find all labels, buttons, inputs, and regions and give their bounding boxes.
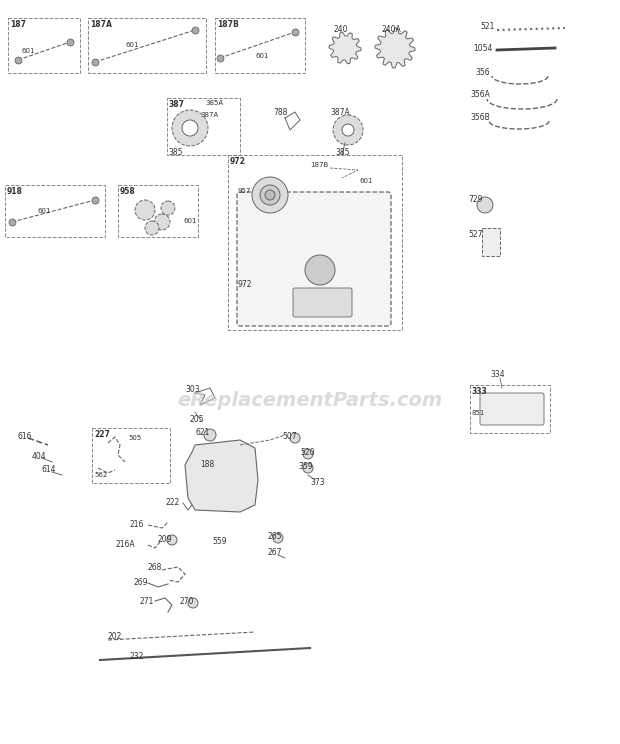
Circle shape bbox=[167, 535, 177, 545]
Text: 387A: 387A bbox=[330, 108, 350, 117]
Text: 187B: 187B bbox=[310, 162, 328, 168]
Text: 972: 972 bbox=[237, 280, 252, 289]
Bar bbox=[5, 185, 105, 237]
Circle shape bbox=[161, 201, 175, 215]
Circle shape bbox=[303, 449, 313, 459]
Text: 240A: 240A bbox=[381, 25, 401, 34]
Circle shape bbox=[265, 190, 275, 200]
Text: 356: 356 bbox=[475, 68, 490, 77]
Text: 240: 240 bbox=[333, 25, 347, 34]
Text: 601: 601 bbox=[183, 218, 197, 224]
Polygon shape bbox=[185, 440, 258, 512]
Bar bbox=[215, 18, 305, 73]
Text: 601: 601 bbox=[125, 42, 138, 48]
Bar bbox=[88, 18, 206, 73]
Text: 303: 303 bbox=[185, 385, 200, 394]
Text: 356A: 356A bbox=[470, 90, 490, 99]
Text: 271: 271 bbox=[140, 597, 154, 606]
Text: 267: 267 bbox=[268, 548, 283, 557]
Polygon shape bbox=[329, 32, 361, 64]
Text: 505: 505 bbox=[128, 435, 141, 441]
Text: 216A: 216A bbox=[115, 540, 135, 549]
Text: 356B: 356B bbox=[470, 113, 490, 122]
Polygon shape bbox=[375, 28, 415, 68]
Text: 188: 188 bbox=[200, 460, 215, 469]
Text: 1054: 1054 bbox=[473, 44, 492, 53]
Circle shape bbox=[303, 463, 313, 473]
Text: 265: 265 bbox=[268, 532, 283, 541]
Text: 601: 601 bbox=[360, 178, 373, 184]
FancyBboxPatch shape bbox=[237, 192, 391, 326]
Text: 387A: 387A bbox=[200, 112, 218, 118]
Text: 205: 205 bbox=[190, 415, 205, 424]
Text: 404: 404 bbox=[32, 452, 46, 461]
Circle shape bbox=[477, 197, 493, 213]
Text: 851: 851 bbox=[471, 410, 484, 416]
Text: 373: 373 bbox=[310, 478, 325, 487]
Bar bbox=[167, 98, 240, 155]
Text: 957: 957 bbox=[237, 188, 250, 194]
Circle shape bbox=[182, 120, 198, 136]
Text: 187B: 187B bbox=[217, 20, 239, 29]
Text: 918: 918 bbox=[7, 187, 23, 196]
Text: 334: 334 bbox=[490, 370, 505, 379]
Text: 601: 601 bbox=[255, 53, 268, 59]
Bar bbox=[482, 228, 500, 256]
Text: 385: 385 bbox=[335, 148, 350, 157]
Text: 520: 520 bbox=[300, 448, 314, 457]
Text: 187: 187 bbox=[10, 20, 26, 29]
Text: 268: 268 bbox=[148, 563, 162, 572]
Text: eReplacementParts.com: eReplacementParts.com bbox=[177, 391, 443, 409]
Circle shape bbox=[154, 214, 170, 230]
Text: 601: 601 bbox=[38, 208, 51, 214]
Circle shape bbox=[188, 598, 198, 608]
Text: 616: 616 bbox=[18, 432, 32, 441]
Text: 385A: 385A bbox=[205, 100, 223, 106]
Text: 729: 729 bbox=[468, 195, 482, 204]
Text: 232: 232 bbox=[130, 652, 144, 661]
Text: 359: 359 bbox=[298, 462, 312, 471]
Text: 507: 507 bbox=[282, 432, 296, 441]
Circle shape bbox=[305, 255, 335, 285]
Text: 621: 621 bbox=[195, 428, 210, 437]
Text: 601: 601 bbox=[22, 48, 35, 54]
Circle shape bbox=[273, 533, 283, 543]
Text: 187A: 187A bbox=[90, 20, 112, 29]
Circle shape bbox=[145, 221, 159, 235]
Text: 209: 209 bbox=[158, 535, 172, 544]
Text: 333: 333 bbox=[472, 387, 488, 396]
Bar bbox=[470, 385, 550, 433]
Circle shape bbox=[172, 110, 208, 146]
Text: 270: 270 bbox=[180, 597, 195, 606]
Text: 222: 222 bbox=[165, 498, 179, 507]
Circle shape bbox=[333, 115, 363, 145]
Text: 387: 387 bbox=[169, 100, 185, 109]
Text: 559: 559 bbox=[212, 537, 227, 546]
FancyBboxPatch shape bbox=[480, 393, 544, 425]
Circle shape bbox=[342, 124, 354, 136]
Bar bbox=[92, 428, 170, 483]
Circle shape bbox=[252, 177, 288, 213]
Circle shape bbox=[204, 429, 216, 441]
Text: 521: 521 bbox=[480, 22, 494, 31]
Bar bbox=[8, 18, 80, 73]
Text: 269: 269 bbox=[133, 578, 148, 587]
Text: 385: 385 bbox=[168, 148, 182, 157]
Bar bbox=[118, 185, 198, 237]
Text: 958: 958 bbox=[120, 187, 136, 196]
Circle shape bbox=[135, 200, 155, 220]
Text: 614: 614 bbox=[42, 465, 56, 474]
Text: 788: 788 bbox=[273, 108, 288, 117]
Bar bbox=[228, 155, 402, 330]
Text: 216: 216 bbox=[130, 520, 144, 529]
Text: 562: 562 bbox=[94, 472, 107, 478]
Text: 202: 202 bbox=[108, 632, 122, 641]
Text: 972: 972 bbox=[230, 157, 246, 166]
Text: 527: 527 bbox=[468, 230, 482, 239]
Circle shape bbox=[290, 433, 300, 443]
Text: 227: 227 bbox=[94, 430, 110, 439]
Circle shape bbox=[260, 185, 280, 205]
FancyBboxPatch shape bbox=[293, 288, 352, 317]
